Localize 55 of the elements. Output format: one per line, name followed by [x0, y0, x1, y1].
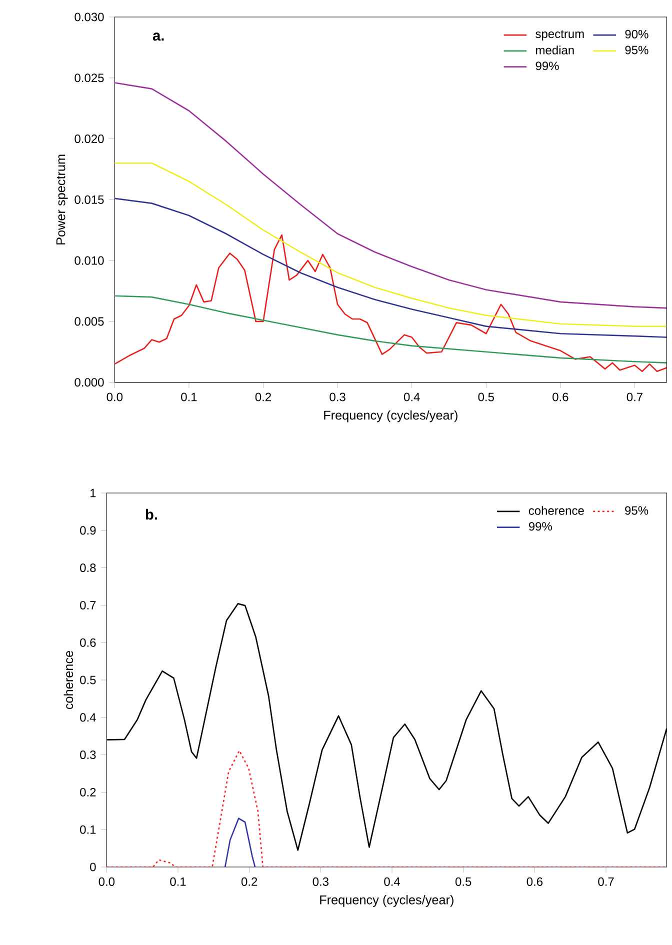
- y-tick-label: 0.1: [80, 825, 96, 834]
- x-tick-label: 0.4: [404, 392, 420, 402]
- legend-label: 99%: [528, 522, 552, 531]
- x-tick-label: 0.1: [181, 392, 197, 402]
- x-tick-label: 0.7: [598, 877, 614, 886]
- legend-label: spectrum: [536, 30, 584, 40]
- y-tick-label: 0.3: [80, 750, 96, 760]
- legend-label: 95%: [625, 46, 648, 54]
- line-series: [114, 162, 667, 327]
- y-tick-label: 0.2: [80, 788, 96, 796]
- x-tick-label: 0.1: [170, 877, 186, 886]
- legend-label: median: [536, 46, 574, 54]
- y-tick-label: 0.6: [80, 638, 96, 647]
- legend-label: 90%: [625, 30, 648, 38]
- legend-label: 99%: [536, 62, 559, 70]
- y-axis-title: Power spectrum: [56, 154, 68, 244]
- y-tick-label: 0.9: [80, 526, 96, 535]
- line-series: [114, 82, 667, 309]
- x-tick-label: 0.3: [312, 877, 328, 886]
- y-tick-label: 0.4: [80, 713, 96, 722]
- y-tick-label: 0.015: [74, 195, 104, 204]
- x-tick-label: 0.3: [330, 392, 346, 402]
- legend-label: coherence: [528, 506, 584, 515]
- x-tick-label: 0.4: [384, 877, 400, 886]
- x-axis-title: Frequency (cycles/year): [324, 410, 458, 422]
- y-tick-label: 0.030: [74, 12, 104, 22]
- x-tick-label: 0.2: [241, 877, 258, 886]
- y-tick-label: 0.010: [74, 256, 104, 265]
- x-tick-label: 0.6: [552, 392, 568, 402]
- x-tick-label: 0.7: [626, 392, 642, 402]
- x-tick-label: 0.6: [526, 877, 543, 886]
- y-tick-label: 0.025: [74, 74, 104, 82]
- y-tick-label: 0: [90, 862, 96, 872]
- x-axis-title: Frequency (cycles/year): [320, 895, 454, 907]
- y-tick-label: 0.8: [80, 564, 96, 572]
- y-tick-label: 1: [90, 488, 96, 498]
- line-series: [224, 818, 256, 867]
- x-tick-label: 0.5: [455, 877, 472, 886]
- x-tick-label: 0.2: [255, 392, 271, 402]
- y-tick-label: 0.020: [74, 134, 104, 144]
- y-tick-label: 0.5: [80, 676, 96, 684]
- text: b.: [146, 508, 157, 520]
- y-tick-label: 0.7: [80, 600, 96, 610]
- x-tick-label: 0.0: [98, 877, 115, 886]
- line-series: [114, 198, 667, 338]
- legend-label: 95%: [625, 506, 648, 515]
- y-tick-label: 0.005: [74, 317, 104, 326]
- x-tick-label: 0.5: [478, 392, 494, 402]
- line-series: [106, 750, 667, 867]
- y-axis-title: coherence: [64, 650, 74, 710]
- x-tick-label: 0.0: [106, 392, 123, 402]
- text: a.: [152, 32, 164, 41]
- line-series: [114, 234, 667, 372]
- y-tick-label: 0.000: [74, 378, 104, 387]
- line-series: [114, 295, 667, 364]
